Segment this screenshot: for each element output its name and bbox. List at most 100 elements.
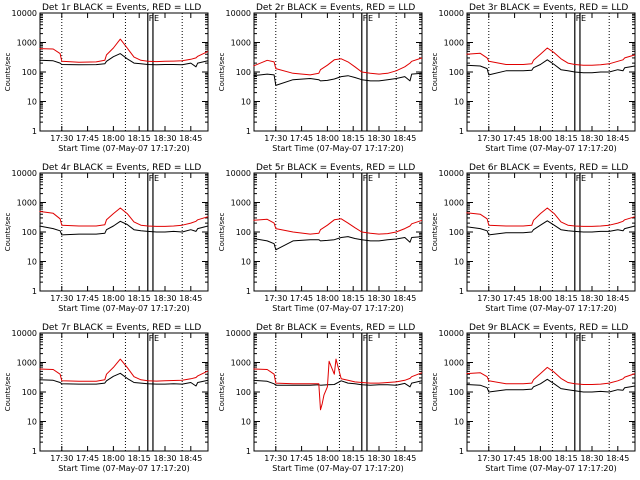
x-tick-label: 17:45 (76, 454, 99, 463)
y-axis-label: Counts/sec (431, 53, 439, 92)
x-tick-label: 18:30 (580, 294, 603, 303)
series-line-lld (466, 207, 636, 227)
y-tick-label: 1 (459, 287, 464, 296)
flag-label: E (368, 14, 373, 23)
chart-title: Det 2r BLACK = Events, RED = LLD (256, 3, 415, 13)
x-tick-label: 17:30 (264, 454, 287, 463)
x-tick-label: 18:00 (102, 454, 125, 463)
flag-label: E (581, 174, 586, 183)
x-axis-label: Start Time (07-May-07 17:17:20) (58, 304, 189, 313)
panel-det-2: Det 2r BLACK = Events, RED = LLD 1 10 100 10… (218, 3, 423, 153)
y-axis-label: Counts/sec (218, 213, 226, 252)
x-axis-label: Start Time (07-May-07 17:17:20) (485, 144, 616, 153)
y-tick-label: 1 (246, 127, 251, 136)
y-tick-label: 1 (459, 447, 464, 456)
y-tick-label: 1 (32, 287, 37, 296)
x-tick-label: 18:45 (393, 294, 416, 303)
flag-label: E (368, 174, 373, 183)
chart-title: Det 3r BLACK = Events, RED = LLD (469, 3, 628, 13)
series-line-lld (39, 38, 209, 63)
series-line-lld (466, 47, 636, 66)
y-tick-label: 100 (22, 68, 37, 77)
plot-frame (39, 12, 209, 132)
panel-det-8: Det 8r BLACK = Events, RED = LLD 1 10 100 10… (218, 323, 423, 473)
panel-det-6: Det 6r BLACK = Events, RED = LLD 1 10 100 10… (431, 163, 636, 313)
y-tick-label: 10000 (226, 329, 251, 338)
x-tick-label: 17:30 (264, 134, 287, 143)
x-tick-label: 18:30 (153, 134, 176, 143)
panel-det-5: Det 5r BLACK = Events, RED = LLD 1 10 100 10… (218, 163, 423, 313)
series-line-events (253, 379, 423, 388)
x-tick-label: 17:30 (477, 454, 500, 463)
x-tick-label: 18:15 (342, 454, 365, 463)
y-tick-label: 1000 (231, 359, 251, 368)
flag-label: E (154, 174, 159, 183)
y-tick-label: 1 (32, 127, 37, 136)
y-axis-label: Counts/sec (218, 373, 226, 412)
x-tick-label: 18:45 (393, 134, 416, 143)
chart-title: Det 4r BLACK = Events, RED = LLD (42, 163, 201, 173)
panel-det-3: Det 3r BLACK = Events, RED = LLD 1 10 100 10… (431, 3, 636, 153)
x-tick-label: 18:30 (367, 134, 390, 143)
series-line-lld (253, 57, 423, 76)
x-tick-label: 18:45 (606, 454, 629, 463)
flag-label: F (576, 174, 581, 183)
panel-det-7: Det 7r BLACK = Events, RED = LLD 1 10 100 10… (4, 323, 209, 473)
x-tick-label: 18:00 (316, 454, 339, 463)
x-tick-label: 18:30 (367, 294, 390, 303)
x-tick-label: 18:15 (555, 294, 578, 303)
plot-frame (39, 332, 209, 452)
x-axis-label: Start Time (07-May-07 17:17:20) (485, 304, 616, 313)
x-tick-label: 18:15 (342, 294, 365, 303)
series-line-events (466, 59, 636, 76)
x-axis-label: Start Time (07-May-07 17:17:20) (272, 464, 403, 473)
chart-title: Det 5r BLACK = Events, RED = LLD (256, 163, 415, 173)
y-tick-label: 10 (27, 418, 37, 427)
series-line-lld (253, 218, 423, 235)
flag-label: F (149, 334, 154, 343)
x-tick-label: 18:30 (153, 454, 176, 463)
y-tick-label: 1000 (444, 359, 464, 368)
y-tick-label: 100 (449, 68, 464, 77)
flag-label: F (363, 174, 368, 183)
y-axis-label: Counts/sec (4, 53, 12, 92)
y-tick-label: 10 (454, 418, 464, 427)
series-line-events (39, 372, 209, 387)
series-line-lld (39, 207, 209, 227)
y-tick-label: 1000 (17, 39, 37, 48)
series-line-lld (253, 358, 423, 411)
y-tick-label: 10000 (226, 169, 251, 178)
x-tick-label: 18:15 (555, 134, 578, 143)
y-axis-label: Counts/sec (431, 213, 439, 252)
panel-det-4: Det 4r BLACK = Events, RED = LLD 1 10 100 10… (4, 163, 209, 313)
x-tick-label: 17:45 (503, 294, 526, 303)
x-tick-label: 17:45 (290, 454, 313, 463)
x-tick-label: 17:30 (50, 454, 73, 463)
x-tick-label: 18:45 (606, 134, 629, 143)
series-line-events (466, 378, 636, 393)
x-tick-label: 17:30 (50, 134, 73, 143)
chart-title: Det 1r BLACK = Events, RED = LLD (42, 3, 201, 13)
x-tick-label: 17:45 (503, 454, 526, 463)
x-axis-label: Start Time (07-May-07 17:17:20) (58, 144, 189, 153)
series-line-events (39, 220, 209, 236)
y-axis-label: Counts/sec (4, 213, 12, 252)
chart-title: Det 7r BLACK = Events, RED = LLD (42, 323, 201, 333)
flag-label: F (149, 174, 154, 183)
series-line-events (253, 72, 423, 86)
x-tick-label: 17:45 (503, 134, 526, 143)
y-tick-label: 100 (22, 228, 37, 237)
y-axis-label: Counts/sec (431, 373, 439, 412)
flag-label: E (368, 334, 373, 343)
x-tick-label: 18:00 (316, 134, 339, 143)
x-tick-label: 18:45 (393, 454, 416, 463)
y-tick-label: 10000 (226, 9, 251, 18)
x-tick-label: 18:15 (342, 134, 365, 143)
x-axis-label: Start Time (07-May-07 17:17:20) (272, 304, 403, 313)
flag-label: F (576, 334, 581, 343)
y-axis-label: Counts/sec (4, 373, 12, 412)
x-tick-label: 17:30 (50, 294, 73, 303)
x-tick-label: 17:45 (76, 294, 99, 303)
x-tick-label: 18:00 (529, 294, 552, 303)
